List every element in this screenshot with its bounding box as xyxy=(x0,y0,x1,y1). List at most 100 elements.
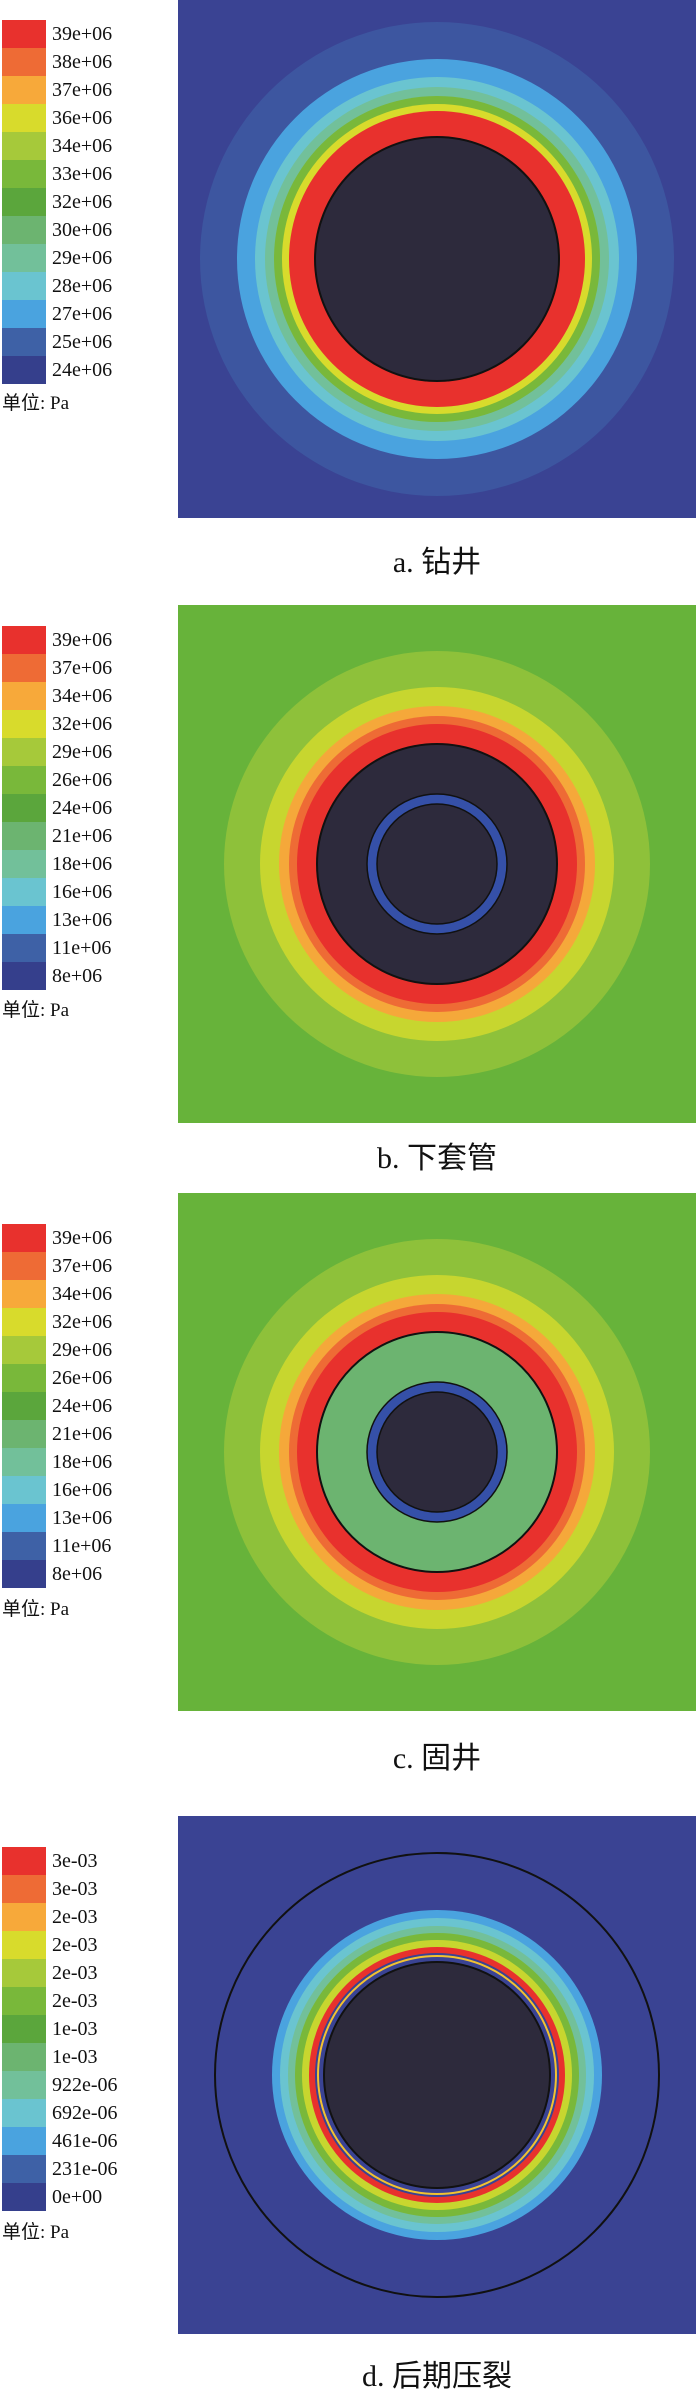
legend-swatch xyxy=(2,20,46,48)
legend-item: 33e+06 xyxy=(0,160,170,188)
legend-label: 13e+06 xyxy=(52,1507,113,1529)
legend-item: 18e+06 xyxy=(0,1448,170,1476)
legend-swatch xyxy=(2,850,46,878)
legend-label: 38e+06 xyxy=(52,51,113,73)
legend-label: 0e+00 xyxy=(52,2186,103,2208)
legend-label: 2e-03 xyxy=(52,1962,98,1984)
legend-label: 34e+06 xyxy=(52,1283,113,1305)
legend-item: 18e+06 xyxy=(0,850,170,878)
contour-plot xyxy=(178,605,696,1123)
legend-item: 16e+06 xyxy=(0,878,170,906)
legend-item: 26e+06 xyxy=(0,766,170,794)
legend-item: 3e-03 xyxy=(0,1875,170,1903)
legend-swatch xyxy=(2,272,46,300)
legend-label: 37e+06 xyxy=(52,657,113,679)
legend-item: 39e+06 xyxy=(0,626,170,654)
legend-swatch xyxy=(2,738,46,766)
legend-label: 21e+06 xyxy=(52,1423,113,1445)
unit-label: 单位: Pa xyxy=(2,393,70,414)
legend-item: 26e+06 xyxy=(0,1364,170,1392)
legend-item: 461e-06 xyxy=(0,2127,170,2155)
legend-swatch xyxy=(2,626,46,654)
legend-swatch xyxy=(2,104,46,132)
legend-swatch xyxy=(2,1252,46,1280)
legend-label: 33e+06 xyxy=(52,163,113,185)
unit-label: 单位: Pa xyxy=(2,2222,70,2243)
legend-swatch xyxy=(2,962,46,990)
legend-item: 27e+06 xyxy=(0,300,170,328)
legend-swatch xyxy=(2,1847,46,1875)
legend-item: 13e+06 xyxy=(0,906,170,934)
legend-swatch xyxy=(2,2127,46,2155)
legend-swatch xyxy=(2,1392,46,1420)
legend-swatch xyxy=(2,710,46,738)
legend-label: 24e+06 xyxy=(52,1395,113,1417)
legend-item: 29e+06 xyxy=(0,1336,170,1364)
panel-a: 39e+06 38e+06 37e+06 36e+06 34e+06 33e+06 32e+… xyxy=(0,0,700,599)
legend-swatch xyxy=(2,48,46,76)
legend-label: 37e+06 xyxy=(52,79,113,101)
legend-label: 39e+06 xyxy=(52,629,113,651)
legend-swatch xyxy=(2,1532,46,1560)
legend-label: 2e-03 xyxy=(52,1934,98,1956)
legend-label: 29e+06 xyxy=(52,741,113,763)
legend-item: 37e+06 xyxy=(0,76,170,104)
legend-label: 8e+06 xyxy=(52,965,103,987)
legend-item: 36e+06 xyxy=(0,104,170,132)
legend-label: 3e-03 xyxy=(52,1878,98,1900)
interface-line xyxy=(317,1955,557,2195)
legend-swatch xyxy=(2,1903,46,1931)
legend-item: 11e+06 xyxy=(0,934,170,962)
legend-label: 34e+06 xyxy=(52,135,113,157)
unit-label: 单位: Pa xyxy=(2,1599,70,1620)
legend-swatch xyxy=(2,132,46,160)
legend-item: 39e+06 xyxy=(0,20,170,48)
legend-label: 13e+06 xyxy=(52,909,113,931)
legend-swatch xyxy=(2,1931,46,1959)
contour-plot xyxy=(178,1816,696,2334)
panel-d: 3e-03 3e-03 2e-03 2e-03 2e-03 2e-03 1e-03 1e-03… xyxy=(0,1797,700,2396)
legend-item: 3e-03 xyxy=(0,1847,170,1875)
legend-swatch xyxy=(2,766,46,794)
legend-item: 32e+06 xyxy=(0,188,170,216)
legend-label: 30e+06 xyxy=(52,219,113,241)
unit-label: 单位: Pa xyxy=(2,1000,70,1021)
legend-swatch xyxy=(2,1308,46,1336)
legend-swatch xyxy=(2,1504,46,1532)
legend-swatch xyxy=(2,906,46,934)
legend-item: 2e-03 xyxy=(0,1931,170,1959)
legend-item: 25e+06 xyxy=(0,328,170,356)
legend-label: 21e+06 xyxy=(52,825,113,847)
wellbore xyxy=(323,1961,551,2189)
casing-bore xyxy=(376,803,498,925)
legend-swatch xyxy=(2,2099,46,2127)
legend-label: 2e-03 xyxy=(52,1990,98,2012)
legend-item: 2e-03 xyxy=(0,1959,170,1987)
legend-label: 25e+06 xyxy=(52,331,113,353)
legend-item: 37e+06 xyxy=(0,1252,170,1280)
legend-swatch xyxy=(2,794,46,822)
legend-item: 24e+06 xyxy=(0,356,170,384)
legend-item: 8e+06 xyxy=(0,962,170,990)
legend-swatch xyxy=(2,160,46,188)
legend-item: 39e+06 xyxy=(0,1224,170,1252)
caption: c. 固井 xyxy=(392,1742,482,1775)
legend-item: 1e-03 xyxy=(0,2043,170,2071)
legend-label: 32e+06 xyxy=(52,1311,113,1333)
legend-swatch xyxy=(2,2043,46,2071)
legend-swatch xyxy=(2,216,46,244)
panel-b: 39e+06 37e+06 34e+06 32e+06 29e+06 26e+06 24e+… xyxy=(0,599,700,1198)
legend-label: 39e+06 xyxy=(52,23,113,45)
legend-swatch xyxy=(2,76,46,104)
legend-label: 11e+06 xyxy=(52,937,112,959)
legend-swatch xyxy=(2,2155,46,2183)
legend-label: 27e+06 xyxy=(52,303,113,325)
legend-item: 24e+06 xyxy=(0,1392,170,1420)
legend-label: 16e+06 xyxy=(52,881,113,903)
legend-label: 231e-06 xyxy=(52,2158,118,2180)
legend-label: 28e+06 xyxy=(52,275,113,297)
caption: b. 下套管 xyxy=(377,1142,497,1175)
legend-swatch xyxy=(2,2015,46,2043)
legend-swatch xyxy=(2,1560,46,1588)
legend-swatch xyxy=(2,934,46,962)
